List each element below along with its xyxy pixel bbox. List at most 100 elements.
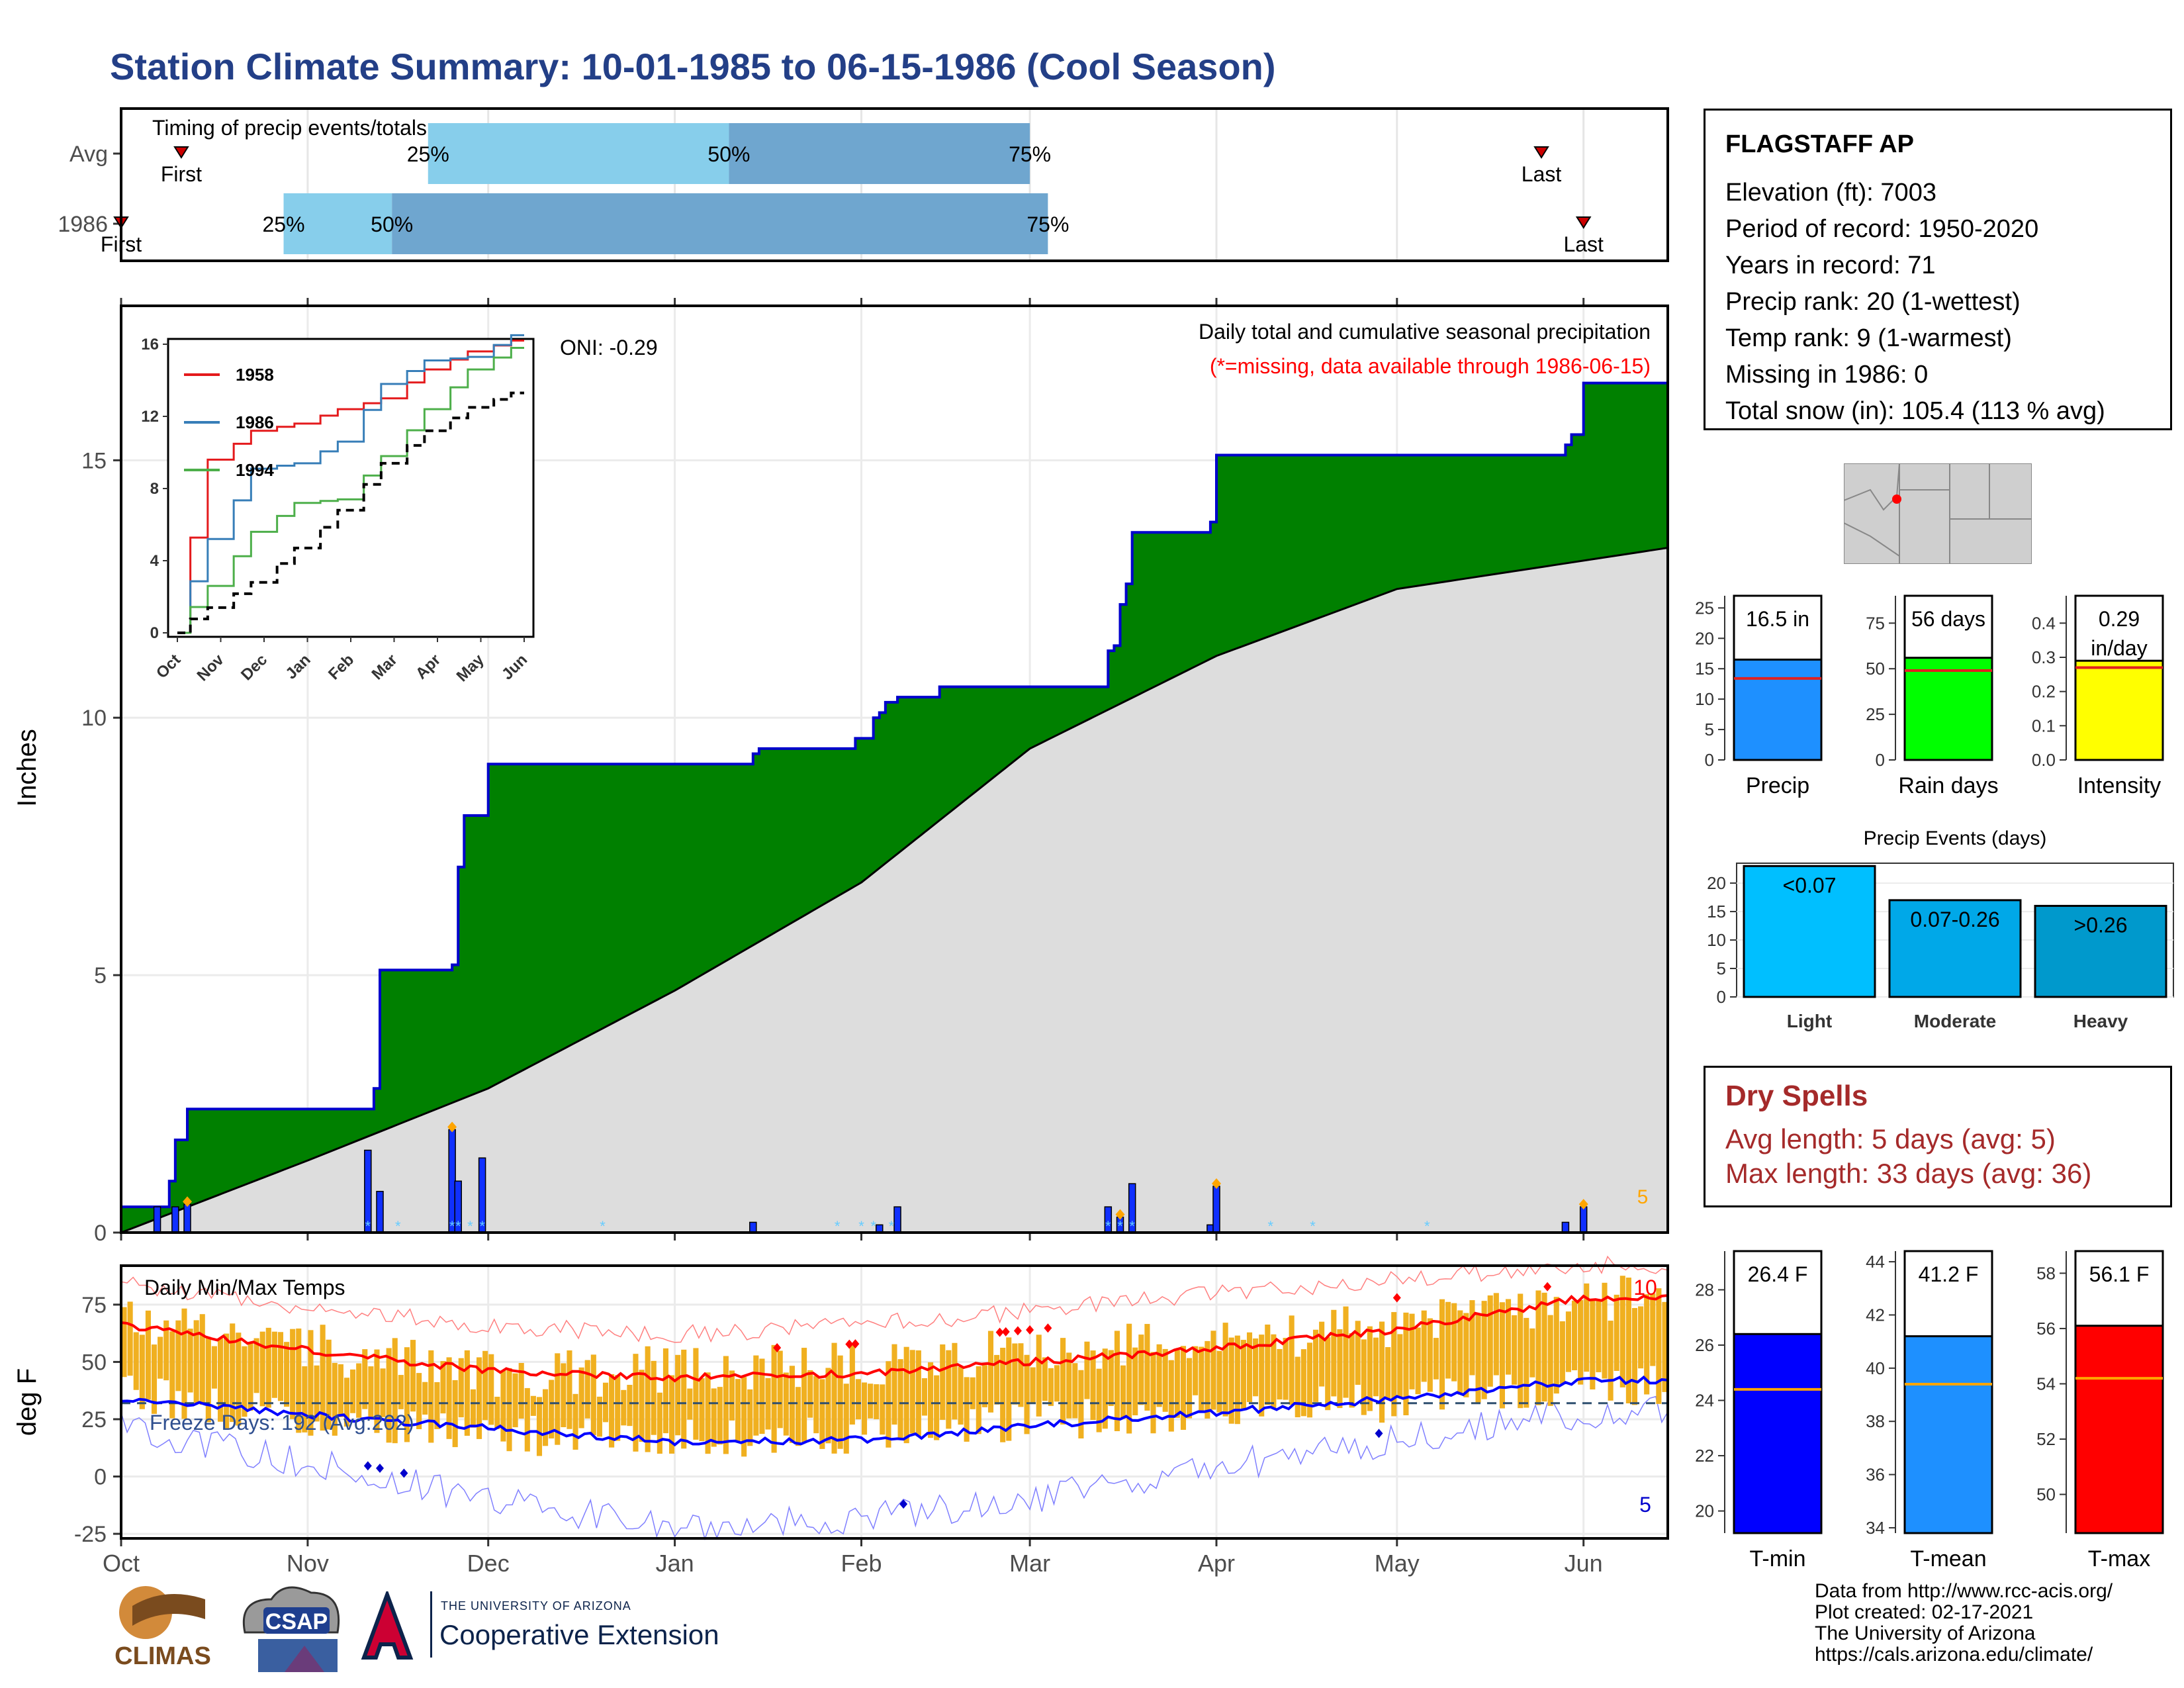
temp-daily-bar bbox=[356, 1363, 362, 1418]
temp-daily-bar bbox=[1608, 1321, 1614, 1401]
temp-daily-bar bbox=[981, 1365, 987, 1407]
temp-daily-bar bbox=[1656, 1288, 1662, 1404]
summary-value-unit: in/day bbox=[2091, 636, 2147, 660]
temp-daily-bar bbox=[398, 1375, 404, 1409]
temp-daily-bar bbox=[627, 1385, 633, 1427]
temp-daily-bar bbox=[277, 1332, 284, 1401]
summary-ytick-label: 5 bbox=[1705, 720, 1714, 739]
temp-daily-bar bbox=[500, 1370, 506, 1442]
timing-q50-label: 50% bbox=[707, 142, 750, 166]
temp-daily-bar bbox=[1565, 1311, 1572, 1372]
temp-daily-bar bbox=[1018, 1343, 1024, 1407]
temp-daily-bar bbox=[1042, 1357, 1048, 1401]
summary-ytick-label: 0.1 bbox=[2032, 716, 2056, 735]
temp-daily-bar bbox=[224, 1333, 230, 1429]
precip-snow-marker: * bbox=[479, 1218, 485, 1235]
temp-daily-bar bbox=[741, 1377, 747, 1457]
temp-daily-bar bbox=[314, 1365, 320, 1422]
temp-record-min-marker bbox=[400, 1468, 408, 1478]
temp-daily-bar bbox=[464, 1350, 470, 1436]
temp-ytick-label: -25 bbox=[74, 1522, 107, 1547]
temp-ytick-label: 75 bbox=[81, 1293, 107, 1318]
temp-daily-bar bbox=[121, 1307, 127, 1378]
temp-daily-bar bbox=[506, 1368, 512, 1452]
temp-xtick-label: Feb bbox=[841, 1550, 882, 1577]
summary-value: 16.5 in bbox=[1746, 607, 1809, 631]
temp-summary-ytick-label: 20 bbox=[1695, 1501, 1714, 1521]
temp-daily-bar bbox=[855, 1379, 861, 1420]
temp-daily-bar bbox=[127, 1301, 133, 1376]
temp-xtick-label: Dec bbox=[467, 1550, 510, 1577]
temp-daily-bar bbox=[145, 1310, 151, 1400]
temp-panel-label: Daily Min/Max Temps bbox=[144, 1276, 345, 1299]
temp-daily-bar bbox=[1120, 1365, 1126, 1419]
precip-events-category: Heavy bbox=[2073, 1011, 2128, 1031]
precip-snow-marker: * bbox=[600, 1218, 606, 1235]
temp-daily-bar bbox=[374, 1349, 380, 1433]
temp-xtick-label: Mar bbox=[1009, 1550, 1050, 1577]
temp-daily-bar bbox=[217, 1338, 224, 1422]
temp-daily-bar bbox=[1625, 1278, 1631, 1403]
timing-q50-bar bbox=[729, 123, 1030, 184]
temp-daily-bar bbox=[1578, 1299, 1584, 1385]
summary-ytick-label: 0.3 bbox=[2032, 647, 2056, 667]
temp-daily-bar bbox=[350, 1369, 356, 1413]
temp-daily-bar bbox=[1253, 1338, 1259, 1397]
temp-daily-bar bbox=[994, 1354, 1000, 1405]
timing-q25-bar bbox=[283, 193, 392, 254]
temp-daily-bar bbox=[735, 1379, 741, 1442]
temp-daily-bar bbox=[1054, 1365, 1060, 1402]
temp-daily-bar bbox=[891, 1344, 897, 1425]
precip-snow-marker: * bbox=[1117, 1218, 1123, 1235]
temp-daily-bar bbox=[729, 1370, 735, 1421]
temp-record-max-marker bbox=[1026, 1325, 1034, 1335]
temp-daily-bar bbox=[1433, 1338, 1439, 1380]
temp-summary-ytick-label: 28 bbox=[1695, 1280, 1714, 1299]
temp-daily-bar bbox=[536, 1397, 543, 1456]
temp-daily-bar bbox=[1524, 1317, 1529, 1408]
temp-ylabel: deg F bbox=[13, 1368, 42, 1436]
precip-ytick-label: 5 bbox=[94, 963, 107, 988]
temp-ytick-label: 50 bbox=[81, 1350, 107, 1375]
temp-daily-bar bbox=[434, 1382, 440, 1429]
temp-daily-bar bbox=[1000, 1348, 1006, 1442]
summary-ytick-label: 0.0 bbox=[2032, 750, 2056, 770]
temp-daily-bar bbox=[909, 1350, 915, 1434]
temp-daily-bar bbox=[1187, 1358, 1193, 1419]
temp-avg-min-line bbox=[120, 1375, 1668, 1447]
inset-ytick-label: 8 bbox=[150, 480, 159, 498]
precip-ytick-label: 10 bbox=[81, 706, 107, 731]
summary-ytick-label: 50 bbox=[1866, 659, 1885, 679]
temp-daily-bar bbox=[1650, 1293, 1656, 1366]
temp-daily-bar bbox=[518, 1362, 524, 1419]
precip-snow-marker: * bbox=[395, 1218, 401, 1235]
station-temp-rank: Temp rank: 9 (1-warmest) bbox=[1725, 324, 2012, 352]
temp-daily-bar bbox=[253, 1338, 259, 1393]
temp-record-max-line bbox=[120, 1255, 1668, 1343]
temp-daily-bar bbox=[1559, 1321, 1565, 1384]
temp-daily-bar bbox=[813, 1376, 819, 1434]
temp-daily-bar bbox=[1367, 1326, 1373, 1411]
temp-daily-bar bbox=[308, 1330, 314, 1436]
timing-panel: Timing of precip events/totals Avg 25% 50% 7… bbox=[58, 107, 1669, 262]
temp-daily-bar bbox=[596, 1396, 602, 1437]
precip-record-marker bbox=[1115, 1209, 1125, 1220]
temp-record-min-marker bbox=[376, 1464, 385, 1474]
temp-daily-bar bbox=[265, 1327, 271, 1408]
temp-daily-bar bbox=[747, 1389, 753, 1446]
temp-record-max-marker bbox=[995, 1327, 1004, 1337]
temp-daily-bar bbox=[1096, 1368, 1102, 1432]
inset-ytick-label: 16 bbox=[141, 336, 159, 353]
climas-logo: CLIMAS bbox=[114, 1586, 211, 1670]
temp-daily-bar bbox=[404, 1347, 410, 1442]
inset-series-line bbox=[177, 346, 524, 634]
precip-snow-marker: * bbox=[365, 1218, 371, 1235]
temp-daily-bar bbox=[928, 1362, 934, 1438]
precip-events-bar bbox=[1888, 899, 2022, 998]
temp-daily-bar bbox=[1108, 1350, 1114, 1407]
temp-daily-bar bbox=[452, 1380, 458, 1448]
precip-events-bar-label: 0.07-0.26 bbox=[1910, 908, 1999, 931]
inset-frame bbox=[167, 338, 535, 638]
temp-daily-bar bbox=[410, 1340, 416, 1412]
dry-spells-avg: Avg length: 5 days (avg: 5) bbox=[1725, 1123, 2056, 1154]
